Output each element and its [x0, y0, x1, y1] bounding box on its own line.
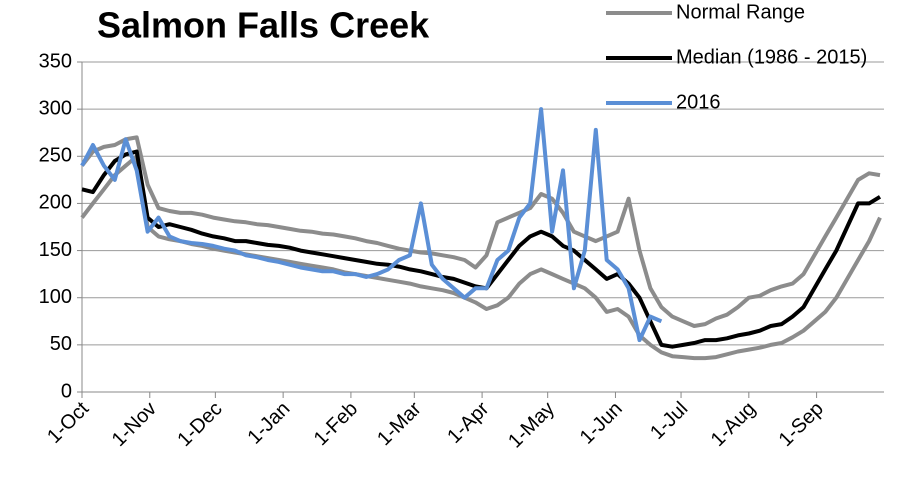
chart-title: Salmon Falls Creek	[97, 5, 430, 46]
x-tick-label: 1-Dec	[173, 398, 226, 451]
x-tick-label: 1-May	[504, 398, 559, 453]
y-tick-label: 150	[39, 239, 72, 261]
x-tick-label: 1-Nov	[108, 398, 161, 451]
y-tick-label: 50	[50, 333, 72, 355]
legend-label: Median (1986 - 2015)	[676, 46, 867, 68]
chart: Salmon Falls Creek 0 50 100 150 200 250 300 350…	[0, 0, 914, 483]
y-tick-label: 100	[39, 286, 72, 308]
y-tick-label: 0	[61, 380, 72, 402]
x-tick-label: 1-Mar	[373, 397, 426, 450]
legend-label: Normal Range	[676, 1, 805, 23]
x-tick-label: 1-Aug	[707, 398, 760, 451]
x-tick-label: 1-Feb	[310, 398, 363, 451]
y-tick-label: 200	[39, 192, 72, 214]
x-tick-label: 1-Jan	[243, 398, 294, 449]
x-tick-label: 1-Oct	[43, 397, 93, 447]
legend-label: 2016	[676, 91, 721, 113]
y-tick-label: 350	[39, 50, 72, 72]
x-tick-label: 1-Jun	[576, 398, 627, 449]
y-tick-label: 300	[39, 97, 72, 119]
series-line	[82, 156, 880, 358]
x-tick-label: 1-Jul	[646, 398, 692, 444]
y-tick-label: 250	[39, 145, 72, 167]
series-line	[82, 152, 880, 347]
page: Salmon Falls Creek 0 50 100 150 200 250 300 350…	[0, 0, 914, 483]
x-tick-label: 1-Apr	[443, 397, 493, 447]
x-tick-label: 1-Sep	[775, 398, 828, 451]
